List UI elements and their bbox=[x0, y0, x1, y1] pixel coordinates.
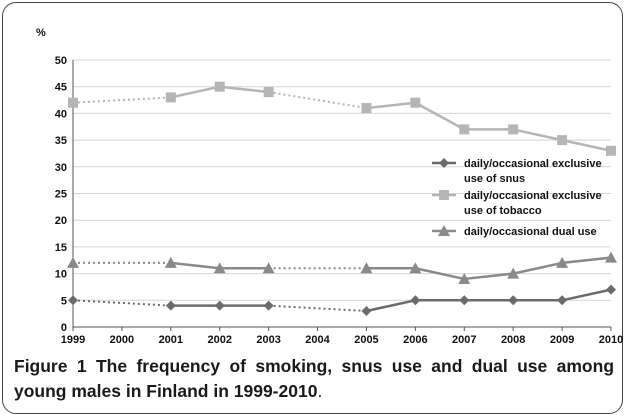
series-segment bbox=[170, 85, 220, 99]
y-tick-labels: 0 5 10 15 20 25 30 35 40 45 50 bbox=[55, 55, 67, 334]
series-square bbox=[68, 81, 616, 156]
data-point-diamond bbox=[508, 295, 519, 306]
series-segment bbox=[561, 138, 612, 153]
legend-marker-triangle bbox=[438, 225, 450, 236]
legend-marker-diamond bbox=[439, 158, 449, 168]
data-point-diamond bbox=[557, 295, 568, 306]
data-point-square bbox=[165, 92, 176, 103]
data-point-square bbox=[361, 103, 372, 114]
x-tick-label: 2008 bbox=[501, 334, 525, 346]
data-point-triangle bbox=[605, 251, 617, 263]
data-point-triangle bbox=[507, 267, 520, 279]
y-tick-label: 45 bbox=[55, 82, 67, 94]
data-point-triangle bbox=[213, 262, 226, 274]
series-segment bbox=[366, 299, 416, 313]
y-tick-label: 25 bbox=[55, 189, 67, 201]
figure-frame bbox=[2, 2, 623, 414]
legend-label: daily/occasional dual use bbox=[464, 226, 597, 238]
series-segment bbox=[561, 256, 612, 265]
legend-label: daily/occasional exclusive bbox=[464, 158, 602, 170]
legend-entry: daily/occasional exclusive use of snus bbox=[432, 158, 602, 185]
data-point-square bbox=[459, 124, 470, 135]
series-segment bbox=[415, 267, 465, 281]
x-tick-label: 2009 bbox=[550, 334, 574, 346]
caption-text: The frequency of smoking, snus use and d… bbox=[14, 356, 615, 401]
data-point-square bbox=[557, 135, 568, 146]
y-tick-label: 5 bbox=[61, 295, 67, 307]
x-tick-label: 2004 bbox=[305, 334, 330, 346]
x-tick-label: 1999 bbox=[61, 334, 85, 346]
y-tick-label: 30 bbox=[55, 162, 67, 174]
data-point-triangle bbox=[409, 262, 422, 274]
data-point-triangle bbox=[556, 256, 569, 268]
series-triangle bbox=[67, 251, 617, 284]
series-segment-dotted bbox=[72, 96, 171, 104]
x-tick-label: 2005 bbox=[354, 334, 378, 346]
legend-label: use of snus bbox=[464, 173, 525, 185]
data-point-square bbox=[606, 145, 616, 156]
series-segment bbox=[170, 261, 220, 270]
series-segment-dotted bbox=[72, 299, 171, 307]
data-point-diamond bbox=[410, 295, 421, 306]
y-tick-label: 35 bbox=[55, 135, 67, 147]
series-segment bbox=[512, 128, 563, 142]
data-point-triangle bbox=[458, 272, 471, 284]
y-tick-label: 0 bbox=[61, 322, 67, 334]
data-point-triangle bbox=[262, 262, 275, 274]
y-tick-label: 20 bbox=[55, 215, 67, 227]
series-diamond bbox=[68, 284, 616, 316]
data-point-diamond bbox=[68, 295, 78, 306]
x-tick-label: 2003 bbox=[256, 334, 280, 346]
caption-label: Figure 1 bbox=[14, 356, 87, 376]
series-segment-dotted bbox=[268, 304, 367, 312]
data-point-triangle bbox=[67, 256, 79, 268]
legend-entry: daily/occasional exclusive use of tobacco bbox=[432, 190, 602, 217]
series-segment bbox=[561, 288, 612, 302]
x-tick-label: 2000 bbox=[110, 334, 134, 346]
data-point-diamond bbox=[459, 295, 470, 306]
y-axis-unit-label: % bbox=[36, 27, 46, 39]
series-segment bbox=[512, 261, 563, 275]
figure-caption: Figure 1 The frequency of smoking, snus … bbox=[14, 354, 614, 404]
data-point-triangle bbox=[360, 262, 373, 274]
gridlines bbox=[73, 59, 611, 301]
x-tick-label: 2006 bbox=[403, 334, 427, 346]
data-point-square bbox=[214, 81, 225, 92]
data-point-square bbox=[263, 87, 274, 98]
data-point-diamond bbox=[263, 300, 274, 311]
series-segment bbox=[219, 85, 269, 94]
y-tick-label: 50 bbox=[55, 55, 67, 67]
x-tick-labels: 1999 2000 2001 2002 2003 2004 2005 2006 2007 2008… bbox=[61, 327, 623, 346]
data-point-square bbox=[68, 97, 78, 108]
series-segment bbox=[366, 101, 416, 110]
caption-end: . bbox=[317, 381, 323, 401]
y-tick-label: 10 bbox=[55, 269, 67, 281]
data-point-square bbox=[410, 97, 421, 108]
x-tick-label: 2010 bbox=[599, 334, 623, 346]
data-point-triangle bbox=[164, 256, 177, 268]
data-point-diamond bbox=[606, 284, 616, 295]
series-segment-dotted bbox=[268, 91, 367, 110]
legend-marker-square bbox=[439, 190, 449, 200]
data-point-square bbox=[508, 124, 519, 135]
x-tick-label: 2002 bbox=[207, 334, 231, 346]
legend-label: use of tobacco bbox=[464, 205, 542, 217]
x-tick-label: 2007 bbox=[452, 334, 476, 346]
y-tick-label: 15 bbox=[55, 242, 67, 254]
data-point-diamond bbox=[214, 300, 225, 311]
legend-label: daily/occasional exclusive bbox=[464, 190, 602, 202]
legend-entry: daily/occasional dual use bbox=[432, 225, 597, 238]
data-point-diamond bbox=[165, 300, 176, 311]
line-chart: % 0 5 10 15 20 25 30 35 40 45 50 1999 2000 2001 2002 2… bbox=[36, 27, 623, 346]
x-tick-label: 2001 bbox=[159, 334, 183, 346]
series-segment bbox=[464, 272, 514, 281]
series-segment bbox=[414, 101, 465, 131]
y-tick-label: 40 bbox=[55, 108, 67, 120]
data-point-diamond bbox=[361, 305, 372, 316]
series-lines bbox=[67, 81, 617, 316]
